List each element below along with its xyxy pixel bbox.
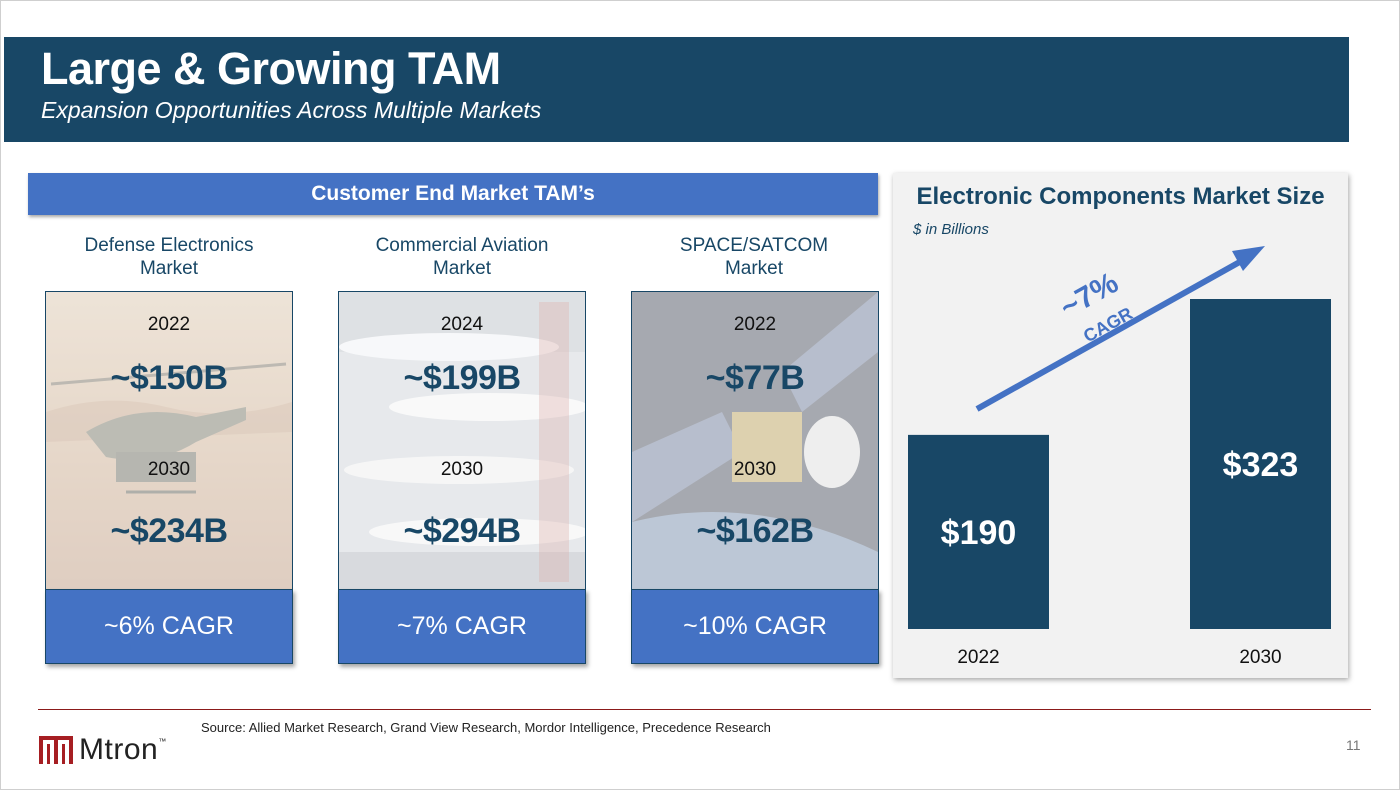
cagr-badge-space: ~10% CAGR <box>631 589 879 664</box>
market-card-defense: 2022 ~$150B 2030 ~$234B <box>45 291 293 591</box>
market-label-aviation: Commercial Aviation Market <box>337 234 587 280</box>
chart-unit-label: $ in Billions <box>913 221 989 238</box>
cagr-badge-defense: ~6% CAGR <box>45 589 293 664</box>
page-subtitle: Expansion Opportunities Across Multiple … <box>41 97 542 123</box>
market-value: ~$294B <box>403 512 521 550</box>
market-label-line2: Market <box>139 258 199 279</box>
card-veil <box>339 292 585 590</box>
bar <box>908 434 1049 629</box>
growth-arrow-head <box>1232 246 1265 271</box>
year-label: 2030 <box>147 459 191 480</box>
cagr-badge-aviation: ~7% CAGR <box>338 589 586 664</box>
bar-value-label: $323 <box>1223 446 1299 484</box>
logo-wordmark: Mtron <box>79 733 159 766</box>
bar-value-label: $190 <box>941 514 1017 552</box>
year-label: 2024 <box>440 314 484 335</box>
year-label: 2022 <box>147 314 191 335</box>
market-value: ~$150B <box>110 359 228 397</box>
market-label-defense: Defense Electronics Market <box>44 234 294 280</box>
card-veil <box>632 292 878 590</box>
market-label-space: SPACE/SATCOM Market <box>629 234 879 280</box>
market-label-line1: SPACE/SATCOM <box>679 235 829 256</box>
header-banner: Large & Growing TAM Expansion Opportunit… <box>4 37 1349 142</box>
market-label-line1: Commercial Aviation <box>375 235 549 256</box>
market-value: ~$162B <box>696 512 814 550</box>
company-logo: Mtron ™ <box>39 733 166 767</box>
footer-divider <box>38 709 1371 710</box>
year-label: 2030 <box>440 459 484 480</box>
source-note: Source: Allied Market Research, Grand Vi… <box>201 720 771 735</box>
market-value: ~$199B <box>403 359 521 397</box>
x-tick-label: 2022 <box>957 647 999 668</box>
market-size-chart-panel: Electronic Components Market Size $ in B… <box>893 173 1348 678</box>
market-value: ~$234B <box>110 512 228 550</box>
logo-trademark: ™ <box>158 737 167 746</box>
page-title: Large & Growing TAM <box>41 43 501 94</box>
market-value: ~$77B <box>705 359 805 397</box>
market-label-line2: Market <box>432 258 492 279</box>
year-label: 2022 <box>733 314 777 335</box>
growth-arrow-line <box>975 256 1247 412</box>
market-card-aviation: 2024 ~$199B 2030 ~$294B <box>338 291 586 591</box>
tam-section-banner: Customer End Market TAM’s <box>28 173 878 215</box>
page-number: 11 <box>1346 737 1361 753</box>
bar <box>1190 299 1331 629</box>
market-card-space: 2022 ~$77B 2030 ~$162B <box>631 291 879 591</box>
card-veil <box>46 292 292 590</box>
market-label-line1: Defense Electronics <box>84 235 254 256</box>
chart-title: Electronic Components Market Size <box>916 183 1325 210</box>
mtron-logo-icon <box>39 736 73 764</box>
market-label-line2: Market <box>724 258 784 279</box>
x-tick-label: 2030 <box>1239 647 1281 668</box>
year-label: 2030 <box>733 459 777 480</box>
